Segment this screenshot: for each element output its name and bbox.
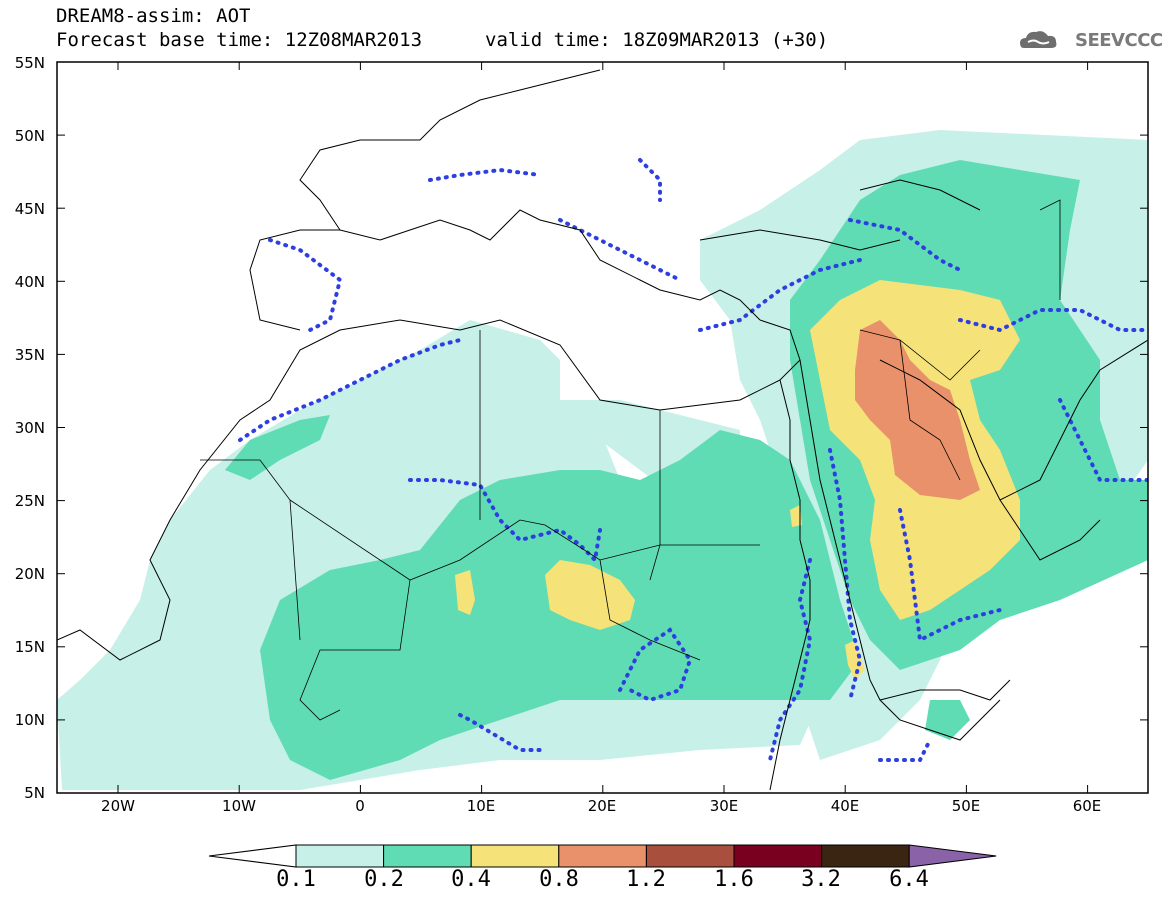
lon-label: 60E <box>1072 797 1102 815</box>
cloud-logo-icon <box>1020 31 1057 48</box>
lat-label: 5N <box>24 784 45 802</box>
axis-ticks <box>57 61 1148 794</box>
valid-time: valid time: 18Z09MAR2013 (+30) <box>485 29 829 51</box>
lat-label: 40N <box>14 273 45 291</box>
colorbar-over-triangle <box>908 844 997 868</box>
colorbar-label: 0.8 <box>539 867 579 892</box>
coastlines <box>57 69 1148 791</box>
colorbar-cell <box>295 844 385 868</box>
lon-label: 0 <box>355 797 365 815</box>
lon-label: 40E <box>830 797 860 815</box>
forecast-base-time: Forecast base time: 12Z08MAR2013 <box>56 29 423 51</box>
logo-text: SEEVCCC <box>1075 30 1163 51</box>
colorbar-label: 1.6 <box>714 867 754 892</box>
colorbar-cell <box>645 844 735 868</box>
colorbar-label: 0.2 <box>364 867 404 892</box>
lon-label: 20E <box>587 797 617 815</box>
colorbar-label: 1.2 <box>626 867 666 892</box>
colorbar-cell <box>383 844 472 868</box>
colorbar-cell <box>558 844 647 868</box>
colorbar-label: 6.4 <box>889 867 929 892</box>
lat-label: 35N <box>14 346 45 364</box>
aot-contour-orange <box>855 320 980 500</box>
colorbar-under-triangle <box>208 844 297 868</box>
lon-label: 30E <box>709 797 739 815</box>
lat-label: 55N <box>14 54 45 72</box>
lat-label: 30N <box>14 419 45 437</box>
chart-title: DREAM8-assim: AOT <box>56 5 251 27</box>
lat-label: 25N <box>14 492 45 510</box>
lon-label: 10W <box>222 797 256 815</box>
colorbar-cell <box>470 844 560 868</box>
colorbar-cell <box>821 844 910 868</box>
lon-label: 10E <box>466 797 496 815</box>
lat-label: 20N <box>14 565 45 583</box>
colorbar-label: 0.4 <box>451 867 491 892</box>
country-borders <box>200 199 1061 721</box>
lat-label: 10N <box>14 711 45 729</box>
lat-label: 15N <box>14 638 45 656</box>
lon-label: 20W <box>101 797 135 815</box>
colorbar-label: 3.2 <box>801 867 841 892</box>
lon-label: 50E <box>951 797 981 815</box>
lat-label: 45N <box>14 200 45 218</box>
colorbar-label: 0.1 <box>276 867 316 892</box>
lat-label: 50N <box>14 127 45 145</box>
colorbar-cell <box>733 844 823 868</box>
